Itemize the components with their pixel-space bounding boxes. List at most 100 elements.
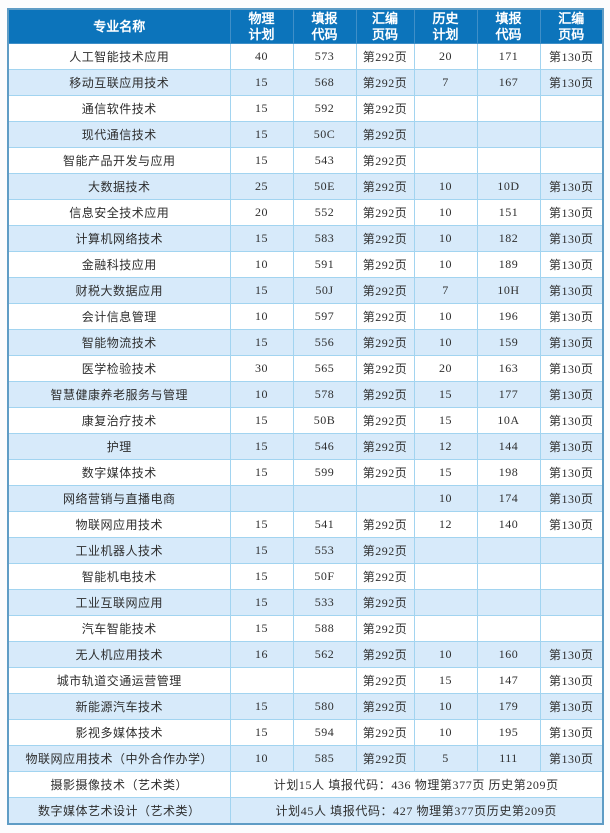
cell-history-plan: 10 [413,303,478,330]
cell-history-page: 第130页 [539,433,604,460]
cell-history-code: 163 [476,355,541,382]
cell-history-plan: 10 [413,719,478,746]
cell-physics-plan: 25 [229,173,294,200]
cell-history-page [539,121,604,148]
table-row: 现代通信技术 15 50C 第292页 [7,121,604,148]
cell-physics-plan [229,667,294,694]
table-row: 智能机电技术 15 50F 第292页 [7,563,604,590]
cell-physics-code: 50C [292,121,357,148]
cell-physics-code: 568 [292,69,357,96]
cell-physics-page [355,485,415,512]
cell-physics-plan: 15 [229,329,294,356]
cell-history-plan: 10 [413,485,478,512]
table-row: 网络营销与直播电商 10 174 第130页 [7,485,604,512]
cell-physics-page: 第292页 [355,563,415,590]
cell-history-page: 第130页 [539,277,604,304]
table-row: 物联网应用技术（中外合作办学） 10 585 第292页 5 111 第130页 [7,745,604,772]
cell-history-plan: 15 [413,381,478,408]
cell-physics-plan: 15 [229,147,294,174]
cell-physics-page: 第292页 [355,693,415,720]
table-header: 专业名称 物理 计划 填报 代码 汇编 页码 历史 计划 [7,8,604,44]
cell-history-plan: 12 [413,433,478,460]
cell-physics-plan: 15 [229,537,294,564]
cell-physics-code: 565 [292,355,357,382]
cell-history-code [476,121,541,148]
cell-physics-plan: 16 [229,641,294,668]
cell-history-page [539,147,604,174]
cell-history-plan: 10 [413,329,478,356]
cell-history-code: 140 [476,511,541,538]
cell-history-code: 147 [476,667,541,694]
table-row: 数字媒体技术 15 599 第292页 15 198 第130页 [7,459,604,486]
cell-physics-code: 552 [292,199,357,226]
cell-history-page: 第130页 [539,199,604,226]
header-line: 汇编 [371,11,398,27]
cell-physics-plan [229,485,294,512]
cell-physics-plan: 15 [229,511,294,538]
table-row: 金融科技应用 10 591 第292页 10 189 第130页 [7,251,604,278]
table-row: 计算机网络技术 15 583 第292页 10 182 第130页 [7,225,604,252]
cell-physics-code: 588 [292,615,357,642]
cell-history-page: 第130页 [539,251,604,278]
cell-physics-page: 第292页 [355,147,415,174]
cell-major-name: 数字媒体技术 [7,459,231,486]
cell-major-name: 医学检验技术 [7,355,231,382]
cell-major-name: 物联网应用技术（中外合作办学） [7,745,231,772]
cell-physics-page: 第292页 [355,511,415,538]
cell-physics-code: 543 [292,147,357,174]
cell-physics-code [292,667,357,694]
table-row: 城市轨道交通运营管理 第292页 15 147 第130页 [7,667,604,694]
cell-history-code [476,95,541,122]
cell-history-page: 第130页 [539,173,604,200]
cell-history-page: 第130页 [539,355,604,382]
cell-history-code [476,589,541,616]
cell-physics-code: 533 [292,589,357,616]
cell-major-name: 工业机器人技术 [7,537,231,564]
table-row: 护理 15 546 第292页 12 144 第130页 [7,433,604,460]
table-row: 工业互联网应用 15 533 第292页 [7,589,604,616]
cell-history-code [476,615,541,642]
cell-history-plan: 12 [413,511,478,538]
cell-history-code: 111 [476,745,541,772]
cell-history-code: 196 [476,303,541,330]
cell-physics-code: 597 [292,303,357,330]
cell-major-name: 现代通信技术 [7,121,231,148]
header-line: 物理 [248,11,275,27]
cell-major-name: 网络营销与直播电商 [7,485,231,512]
cell-major-name: 城市轨道交通运营管理 [7,667,231,694]
cell-history-page [539,589,604,616]
cell-history-plan: 15 [413,667,478,694]
cell-physics-plan: 15 [229,563,294,590]
cell-physics-plan: 15 [229,225,294,252]
cell-history-plan: 7 [413,69,478,96]
cell-physics-code: 553 [292,537,357,564]
cell-physics-code [292,485,357,512]
cell-history-code: 171 [476,43,541,70]
cell-merged-info: 计划45人 填报代码：427 物理第377页历史第209页 [229,797,604,825]
cell-major-name: 移动互联应用技术 [7,69,231,96]
table-row-merged: 数字媒体艺术设计（艺术类） 计划45人 填报代码：427 物理第377页历史第2… [7,797,604,825]
header-line: 填报 [311,11,338,27]
cell-physics-page: 第292页 [355,329,415,356]
cell-physics-code: 591 [292,251,357,278]
header-line: 汇编 [558,11,585,27]
cell-physics-page: 第292页 [355,381,415,408]
table-row: 工业机器人技术 15 553 第292页 [7,537,604,564]
cell-history-plan [413,147,478,174]
cell-physics-code: 573 [292,43,357,70]
cell-history-code: 182 [476,225,541,252]
table-row: 影视多媒体技术 15 594 第292页 10 195 第130页 [7,719,604,746]
header-line: 计划 [432,26,459,42]
cell-major-name: 智能物流技术 [7,329,231,356]
table-row: 大数据技术 25 50E 第292页 10 10D 第130页 [7,173,604,200]
cell-major-name: 通信软件技术 [7,95,231,122]
cell-physics-code: 50F [292,563,357,590]
cell-history-page: 第130页 [539,407,604,434]
cell-physics-code: 556 [292,329,357,356]
table-row: 无人机应用技术 16 562 第292页 10 160 第130页 [7,641,604,668]
cell-history-page [539,563,604,590]
cell-history-code: 179 [476,693,541,720]
cell-history-plan [413,537,478,564]
cell-major-name: 财税大数据应用 [7,277,231,304]
